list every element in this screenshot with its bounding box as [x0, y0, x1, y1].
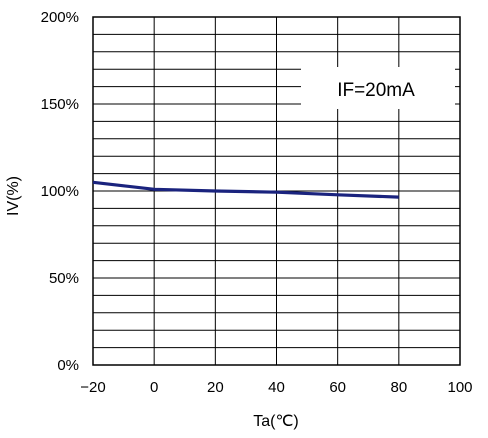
- x-tick-label: 100: [447, 379, 472, 396]
- annotation-label: IF=20mA: [337, 80, 415, 101]
- x-tick-label: −20: [80, 379, 105, 396]
- y-tick-label: 150%: [41, 96, 79, 113]
- grid: [93, 17, 460, 365]
- annotation-box: IF=20mA: [301, 67, 455, 109]
- x-tick-label: 60: [329, 379, 346, 396]
- y-tick-label: 0%: [57, 357, 79, 374]
- x-tick-label: 40: [268, 379, 285, 396]
- x-tick-label: 20: [207, 379, 224, 396]
- x-axis-ticks: −20 0 20 40 60 80 100: [80, 379, 472, 396]
- series-line: [92, 180, 399, 199]
- y-tick-label: 200%: [41, 9, 79, 26]
- x-tick-label: 80: [390, 379, 407, 396]
- plot-area: [92, 16, 461, 366]
- y-axis-ticks: 0% 50% 100% 150% 200%: [41, 9, 79, 374]
- x-tick-label: 0: [150, 379, 158, 396]
- series: [92, 180, 399, 199]
- x-axis-title: Ta(℃): [253, 413, 299, 430]
- y-tick-label: 100%: [41, 183, 79, 200]
- y-tick-label: 50%: [49, 270, 79, 287]
- y-axis-title: IV(%): [5, 176, 22, 216]
